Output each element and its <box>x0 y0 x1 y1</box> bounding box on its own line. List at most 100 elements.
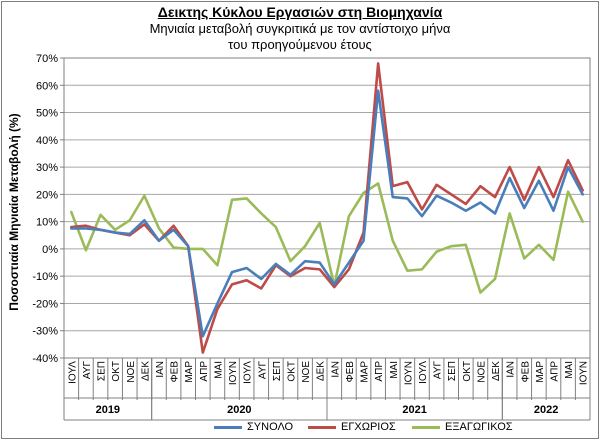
x-tick-label: ΝΟΕ <box>301 361 312 383</box>
year-label: 2019 <box>96 404 120 416</box>
data-point <box>362 192 365 194</box>
x-tick-label: ΙΟΥΛ <box>243 361 254 384</box>
legend-label-domestic: ΕΓΧΩΡΙΟΣ <box>341 421 396 433</box>
data-point <box>435 250 438 253</box>
data-point <box>377 182 380 185</box>
x-tick-label: ΑΠΡ <box>374 361 385 382</box>
data-point <box>304 245 306 248</box>
data-point <box>187 245 190 248</box>
data-point <box>348 261 350 264</box>
x-tick-label: ΣΕΠ <box>447 361 458 381</box>
data-point <box>464 203 467 205</box>
data-point <box>479 201 482 204</box>
data-point <box>377 62 380 65</box>
data-point <box>479 185 482 188</box>
x-tick-label: ΜΑΙ <box>564 361 575 379</box>
data-point <box>114 228 117 231</box>
data-point <box>464 243 467 246</box>
x-tick-label: ΙΟΥΛ <box>67 361 78 384</box>
data-point <box>99 228 102 231</box>
data-point <box>450 245 453 248</box>
data-point <box>464 209 467 212</box>
data-point <box>172 246 175 249</box>
x-tick-label: ΟΚΤ <box>462 361 473 382</box>
data-point <box>421 268 423 271</box>
data-point <box>158 239 160 242</box>
x-tick-label: ΜΑΡ <box>535 361 546 383</box>
data-point <box>479 291 482 294</box>
data-point <box>318 261 321 264</box>
data-point <box>85 249 87 252</box>
legend-swatch-domestic <box>308 425 336 429</box>
x-tick-label: ΣΕΠ <box>272 361 283 381</box>
legend-swatch-export <box>412 425 440 429</box>
series-0-group <box>70 89 584 338</box>
data-point <box>289 273 292 276</box>
series-line-0 <box>70 89 584 338</box>
data-point <box>143 219 146 222</box>
data-point <box>435 183 438 186</box>
y-tick-label: 60% <box>36 80 58 92</box>
data-point <box>304 260 306 263</box>
data-point <box>274 226 277 228</box>
data-point <box>523 207 526 209</box>
data-point <box>318 222 321 224</box>
x-tick-label: ΜΑΡ <box>360 361 371 383</box>
y-tick-label: 10% <box>36 217 58 229</box>
data-point <box>333 286 336 288</box>
data-point <box>128 233 131 235</box>
data-point <box>143 194 146 197</box>
data-point <box>377 89 380 92</box>
x-tick-label: ΑΠΡ <box>199 361 210 382</box>
data-point <box>143 223 146 226</box>
x-tick-label: ΔΕΚ <box>316 361 327 381</box>
data-point <box>304 267 306 269</box>
chart-title-block: Δεικτης Κύκλου Εργασιών στη Βιομηχανία Μ… <box>2 4 598 53</box>
data-point <box>318 268 321 271</box>
data-point <box>216 302 219 305</box>
x-tick-label: ΜΑΙ <box>213 361 224 379</box>
data-point <box>581 193 584 196</box>
data-point <box>508 166 511 168</box>
x-tick-label: ΜΑΡ <box>184 361 195 383</box>
x-tick-label: ΦΕΒ <box>345 361 356 383</box>
data-point <box>85 224 87 227</box>
legend-label-export: ΕΞΑΓΩΓΙΚΟΣ <box>445 421 513 433</box>
y-tick-label: 50% <box>36 108 58 120</box>
data-point <box>99 213 102 216</box>
data-point <box>552 209 555 212</box>
x-tick-label: ΙΑΝ <box>506 361 517 378</box>
x-tick-label: ΙΟΥΛ <box>418 361 429 384</box>
data-point <box>567 159 569 162</box>
data-point <box>348 215 350 218</box>
x-tick-label: ΦΕΒ <box>520 361 531 383</box>
series-2-group <box>70 182 584 294</box>
data-point <box>201 248 204 250</box>
chart-subtitle-line-2: του προηγούμενου έτους <box>228 37 372 52</box>
data-point <box>231 283 233 286</box>
chart-title: Δεικτης Κύκλου Εργασιών στη Βιομηχανία <box>157 4 443 20</box>
series-line-1 <box>70 62 584 354</box>
data-point <box>201 351 204 354</box>
x-tick-label: ΙΟΥΝ <box>228 361 239 385</box>
data-point <box>70 227 73 230</box>
data-point <box>216 264 219 267</box>
data-point <box>494 196 496 198</box>
x-tick-label: ΑΠΡ <box>549 361 560 382</box>
x-tick-label: ΑΥΓ <box>433 361 444 380</box>
data-point <box>450 201 453 204</box>
year-label: 2020 <box>227 404 251 416</box>
data-point <box>494 278 496 280</box>
data-point <box>201 335 204 338</box>
data-point <box>406 269 409 272</box>
x-tick-label: ΦΕΒ <box>170 361 181 383</box>
y-tick-label: -20% <box>32 298 58 310</box>
x-tick-label: ΑΥΓ <box>257 361 268 380</box>
x-tick-label: ΟΚΤ <box>286 361 297 382</box>
x-tick-label: ΔΕΚ <box>491 361 502 381</box>
data-point <box>494 212 496 215</box>
data-point <box>85 227 87 230</box>
data-point <box>567 166 569 168</box>
